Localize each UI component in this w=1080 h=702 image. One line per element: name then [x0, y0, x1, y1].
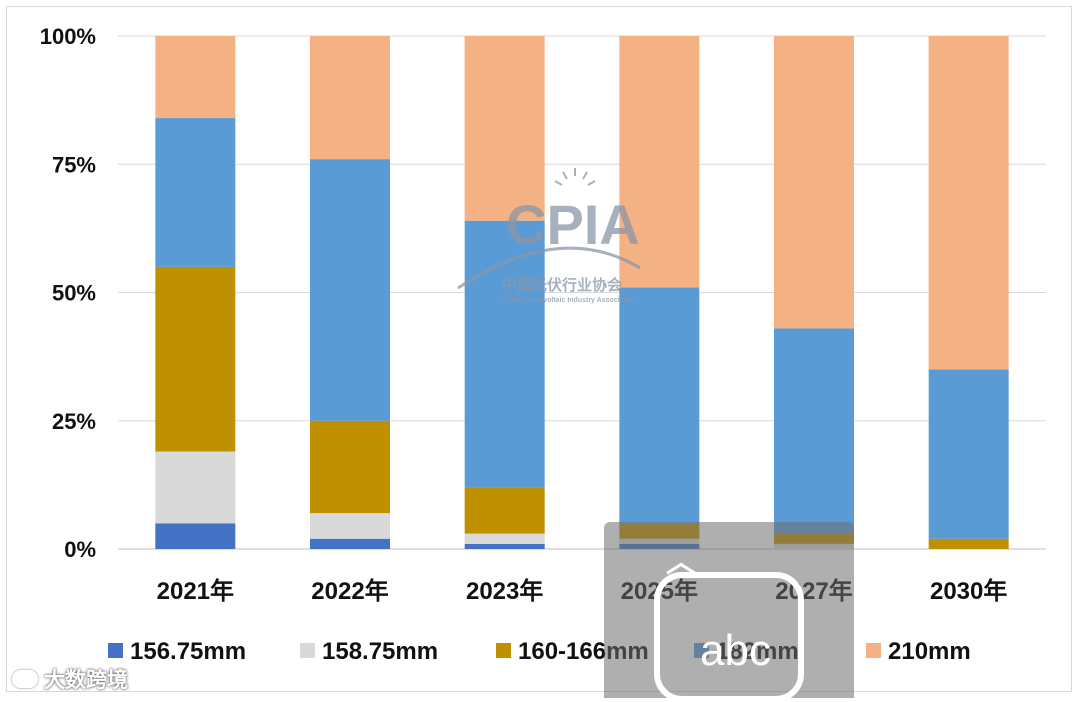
legend-swatch [108, 643, 123, 658]
grid-lines [118, 35, 1046, 550]
text-recognition-overlay[interactable]: ︿ abc [604, 522, 854, 702]
bar-segment [774, 328, 854, 534]
cpia-watermark: CPIA 中国光伏行业协会 China Photovoltaic Industr… [457, 168, 641, 304]
watermark-logo: CPIA [506, 193, 640, 256]
watermark-arc [457, 246, 641, 290]
legend-swatch [496, 643, 511, 658]
legend-swatch [300, 643, 315, 658]
brand-watermark: 大数跨境 [12, 664, 128, 694]
legend-item: 210mm [866, 638, 971, 665]
bar-segment [619, 36, 700, 288]
y-tick-label: 100% [40, 24, 96, 49]
legend-label: 210mm [888, 638, 971, 665]
bar-stack [619, 36, 700, 549]
x-tick-label: 2030年 [930, 577, 1007, 605]
watermark-org-en: China Photovoltaic Industry Association [502, 297, 636, 304]
chart-frame [6, 6, 1072, 692]
bar-segment [464, 543, 545, 549]
watermark-org-cn: 中国光伏行业协会 [502, 276, 622, 294]
bar-segment [928, 36, 1009, 370]
y-axis-ticks: 0% 25% 50% 75% 100% [40, 24, 96, 562]
bar-stack [155, 36, 236, 549]
overlay-label: abc [700, 626, 771, 675]
y-tick-label: 0% [64, 537, 96, 562]
bar-segment [155, 266, 236, 452]
brand-text: 大数跨境 [44, 669, 128, 692]
x-tick-label: 2023年 [466, 577, 543, 605]
bar-segment [310, 513, 390, 539]
legend-label: 158.75mm [322, 638, 438, 665]
chevron-up-icon[interactable]: ︿ [666, 546, 696, 579]
legend-item: 156.75mm [108, 638, 246, 665]
bar-segment [774, 36, 854, 329]
bar-segment [155, 451, 236, 524]
y-tick-label: 25% [52, 409, 96, 434]
bar-stack [928, 36, 1009, 549]
bar-stack [310, 36, 390, 549]
y-tick-label: 50% [52, 281, 96, 306]
bar-segment [464, 36, 545, 221]
bar-segment [310, 538, 390, 549]
legend-item: 158.75mm [300, 638, 438, 665]
bar-segment [155, 36, 236, 119]
bar-segment [464, 533, 545, 544]
brand-logo-icon [12, 670, 38, 688]
x-tick-label: 2022年 [311, 577, 388, 605]
bar-segment [310, 159, 390, 421]
bar-segment [155, 118, 236, 267]
bar-segment [155, 523, 236, 549]
bar-segment [464, 220, 545, 488]
x-tick-label: 2021年 [157, 577, 234, 605]
bar-stack [464, 36, 545, 549]
bar-stacks [155, 36, 1009, 549]
x-axis-ticks: 2021年2022年2023年2025年2027年2030年 [157, 577, 1008, 605]
legend-label: 156.75mm [130, 638, 246, 665]
bar-segment [619, 287, 700, 524]
sun-icon [554, 168, 596, 186]
bar-segment [310, 36, 390, 160]
legend-swatch [866, 643, 881, 658]
bar-segment [928, 369, 1009, 539]
bar-segment [928, 538, 1009, 549]
bar-stack [774, 36, 854, 549]
y-tick-label: 75% [52, 152, 96, 177]
bar-segment [310, 420, 390, 514]
bar-segment [464, 487, 545, 534]
